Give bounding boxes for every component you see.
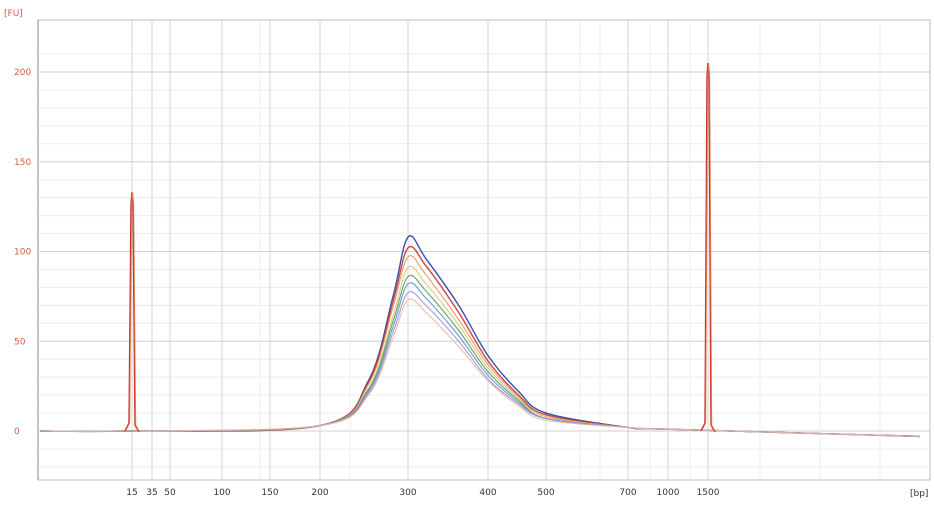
- x-tick-label: 15: [126, 488, 137, 498]
- series-line: [39, 298, 921, 437]
- marker-peak: [124, 192, 140, 433]
- series-layer: [39, 235, 921, 438]
- y-tick-label: 150: [14, 158, 31, 168]
- x-tick-label: 1000: [657, 488, 680, 498]
- x-tick-label: 500: [537, 488, 554, 498]
- x-tick-label: 300: [399, 488, 416, 498]
- marker-peak: [700, 62, 716, 433]
- x-tick-label: 100: [213, 488, 230, 498]
- grid-layer: [37, 19, 931, 481]
- x-tick-label: 35: [146, 488, 157, 498]
- marker-peaks-layer: [124, 62, 717, 433]
- marker-peak-overlay: [125, 192, 141, 433]
- series-line: [39, 291, 921, 437]
- marker-peak-overlay: [701, 62, 717, 433]
- y-tick-label: 100: [14, 248, 31, 258]
- x-tick-label: 1500: [697, 488, 720, 498]
- axis-layer: [FU] [bp] 0 50 100 150 200 15 35 50 100 150 200 300…: [4, 9, 928, 499]
- y-unit-label: [FU]: [4, 9, 23, 19]
- x-tick-label: 400: [479, 488, 496, 498]
- series-line: [39, 255, 921, 437]
- series-line: [39, 274, 921, 437]
- plot-frame: [37, 19, 931, 481]
- series-line: [39, 265, 921, 437]
- x-tick-label: 50: [164, 488, 176, 498]
- x-unit-label: [bp]: [910, 489, 928, 499]
- x-tick-label: 700: [619, 488, 636, 498]
- y-tick-label: 50: [14, 337, 26, 347]
- series-line: [39, 235, 921, 438]
- x-tick-label: 150: [261, 488, 278, 498]
- y-tick-label: 200: [14, 68, 31, 78]
- x-tick-label: 200: [311, 488, 328, 498]
- y-tick-label: 0: [14, 427, 20, 437]
